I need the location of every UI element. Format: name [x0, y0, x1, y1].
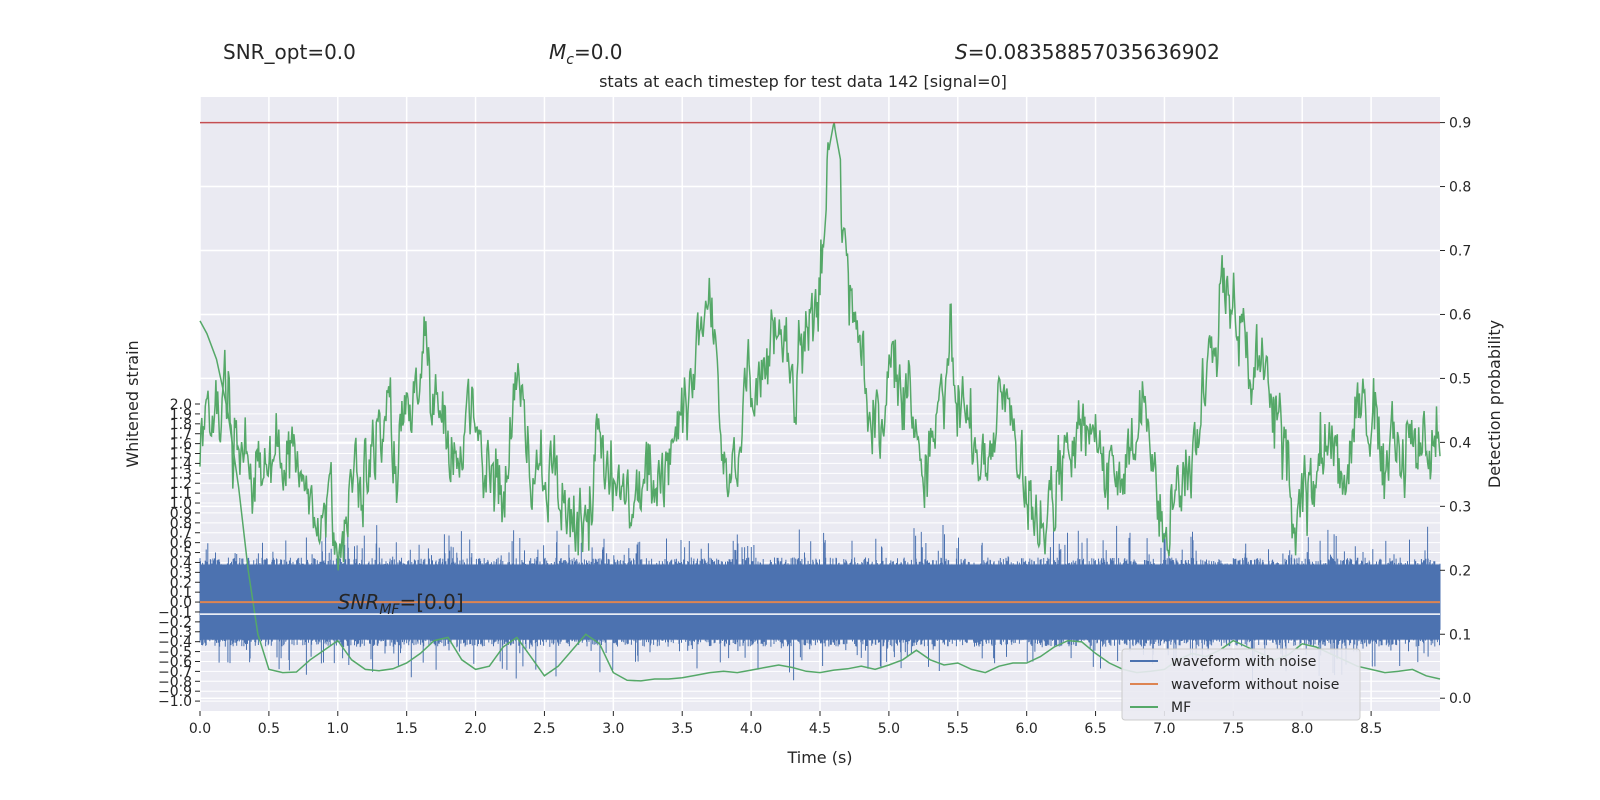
- y-axis-right: 0.0 0.1 0.2 0.3 0.4 0.5 0.6 0.7 0.8 0.9: [1440, 116, 1471, 707]
- snr-mf-annotation: SNRMF=[0.0]: [338, 590, 464, 618]
- y-left-tick-label: 1.8: [170, 417, 192, 433]
- x-tick-label: 2.5: [533, 721, 555, 737]
- x-tick-label: 6.0: [1016, 721, 1038, 737]
- y-left-tick-label: 1.7: [170, 427, 192, 443]
- y-left-tick-label: −0.9: [158, 684, 192, 700]
- x-tick-label: 1.5: [396, 721, 418, 737]
- x-tick-label: 7.5: [1222, 721, 1244, 737]
- x-axis-label: Time (s): [786, 748, 852, 767]
- y-right-tick-label: 0.6: [1449, 307, 1471, 323]
- y-axis-left: −1.0−0.9−0.8−0.7−0.6−0.5−0.4−0.3−0.2−0.1…: [158, 397, 200, 710]
- y-left-tick-label: −0.7: [158, 664, 192, 680]
- y-right-tick-label: 0.5: [1449, 371, 1471, 387]
- snr-mf-sub: MF: [379, 602, 400, 618]
- x-tick-label: 0.0: [189, 721, 211, 737]
- y-right-tick-label: 0.8: [1449, 180, 1471, 196]
- y-right-tick-label: 0.0: [1449, 691, 1471, 707]
- y-left-tick-label: 0.5: [170, 546, 192, 562]
- y-left-tick-label: 0.1: [170, 585, 192, 601]
- s-label: S=0.08358857035636902: [955, 40, 1220, 64]
- x-tick-label: 6.5: [1084, 721, 1106, 737]
- series-lines: [199, 121, 1441, 682]
- series-detection-probability: [199, 122, 1441, 571]
- x-tick-label: 3.5: [671, 721, 693, 737]
- s-symbol: S: [955, 40, 968, 64]
- y-left-tick-label: 0.9: [170, 506, 192, 522]
- x-tick-label: 3.0: [602, 721, 624, 737]
- y-right-tick-label: 0.9: [1449, 116, 1471, 132]
- y-right-tick-label: 0.4: [1449, 435, 1471, 451]
- legend: waveform with noise waveform without noi…: [1121, 648, 1361, 721]
- legend-label-mf: MF: [1171, 700, 1191, 716]
- x-tick-label: 8.0: [1291, 721, 1313, 737]
- y-left-tick-label: 0.4: [170, 555, 192, 571]
- y-left-tick-label: 1.9: [170, 407, 192, 423]
- mc-subscript: c: [566, 52, 574, 68]
- y-right-tick-label: 0.2: [1449, 563, 1471, 579]
- series-mf: [199, 320, 1441, 682]
- y-axis-right-label: Detection probability: [1485, 320, 1504, 488]
- y-axis-left-label: Whitened strain: [123, 340, 142, 467]
- x-tick-label: 2.0: [464, 721, 486, 737]
- x-tick-label: 4.5: [809, 721, 831, 737]
- legend-label-noise: waveform with noise: [1171, 654, 1316, 670]
- x-axis: 0.0 0.5 1.0 1.5 2.0 2.5 3.0 3.5 4.0 4.5 5.0 5.5 6.0 6…: [189, 711, 1382, 737]
- x-tick-label: 0.5: [258, 721, 280, 737]
- snr-mf-base: SNR: [338, 590, 380, 614]
- y-left-tick-label: −0.2: [158, 615, 192, 631]
- snr-mf-value: =[0.0]: [399, 590, 463, 614]
- x-tick-label: 8.5: [1360, 721, 1382, 737]
- x-tick-label: 1.0: [327, 721, 349, 737]
- y-left-tick-label: 0.8: [170, 516, 192, 532]
- y-left-tick-label: −0.5: [158, 645, 192, 661]
- y-left-tick-label: −0.6: [158, 654, 192, 670]
- y-left-tick-label: 1.5: [170, 447, 192, 463]
- y-right-tick-label: 0.1: [1449, 627, 1471, 643]
- x-tick-label: 5.0: [878, 721, 900, 737]
- legend-box: [1121, 648, 1361, 721]
- y-left-tick-label: 2.0: [170, 397, 192, 413]
- y-left-tick-label: 1.0: [170, 496, 192, 512]
- y-left-tick-label: −0.3: [158, 625, 192, 641]
- mc-symbol: M: [549, 40, 566, 64]
- y-left-tick-label: 0.7: [170, 526, 192, 542]
- mc-value: =0.0: [574, 40, 623, 64]
- y-left-tick-label: 1.6: [170, 437, 192, 453]
- y-left-tick-label: 0.3: [170, 565, 192, 581]
- y-left-tick-label: 1.3: [170, 466, 192, 482]
- legend-label-clean: waveform without noise: [1171, 677, 1339, 693]
- y-left-tick-label: 1.4: [170, 456, 192, 472]
- chart-title: stats at each timestep for test data 142…: [599, 72, 1007, 91]
- s-value: =0.08358857035636902: [968, 40, 1220, 64]
- y-left-tick-label: −0.4: [158, 635, 192, 651]
- mc-label: Mc=0.0: [549, 40, 623, 68]
- y-right-tick-label: 0.7: [1449, 244, 1471, 260]
- x-tick-label: 7.0: [1153, 721, 1175, 737]
- y-left-tick-label: −0.8: [158, 674, 192, 690]
- y-left-tick-label: 1.1: [170, 486, 192, 502]
- y-left-tick-label: 0.2: [170, 575, 192, 591]
- y-left-tick-label: −1.0: [158, 694, 192, 710]
- y-left-tick-label: 0.0: [170, 595, 192, 611]
- y-right-tick-label: 0.3: [1449, 499, 1471, 515]
- y-left-tick-label: −0.1: [158, 605, 192, 621]
- y-left-tick-label: 0.6: [170, 536, 192, 552]
- x-tick-label: 5.5: [947, 721, 969, 737]
- x-tick-label: 4.0: [740, 721, 762, 737]
- snr-opt-label: SNR_opt=0.0: [223, 40, 356, 64]
- y-left-tick-label: 1.2: [170, 476, 192, 492]
